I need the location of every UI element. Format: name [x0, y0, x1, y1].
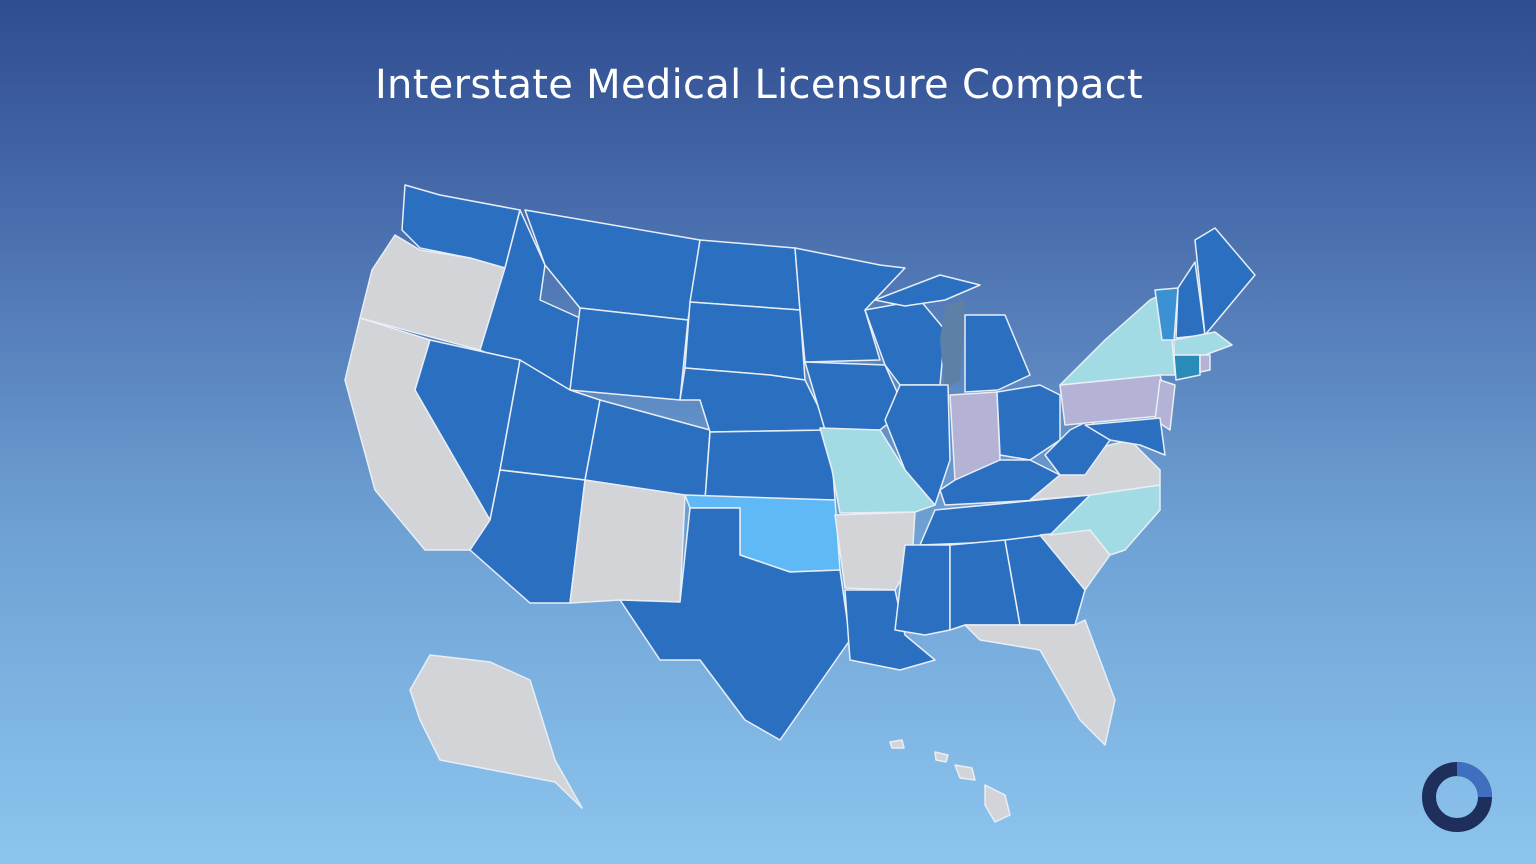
state	[889, 739, 905, 749]
state	[524, 209, 701, 321]
state	[939, 459, 1061, 506]
state	[619, 507, 851, 741]
state	[679, 367, 831, 433]
state	[964, 619, 1116, 746]
state	[1084, 417, 1166, 456]
state	[934, 751, 949, 763]
state	[964, 314, 1031, 393]
state	[1173, 331, 1233, 356]
logo	[1422, 762, 1492, 832]
state	[894, 544, 951, 636]
state	[1173, 354, 1201, 381]
state	[794, 247, 906, 363]
state	[1004, 534, 1086, 626]
state	[884, 384, 951, 506]
state	[569, 307, 689, 401]
state	[844, 589, 936, 671]
state	[874, 274, 981, 307]
state	[689, 239, 801, 311]
state	[954, 764, 976, 781]
state	[684, 301, 806, 381]
state	[819, 427, 936, 514]
state	[1199, 354, 1211, 373]
state	[569, 479, 686, 604]
title: Interstate Medical Licensure Compact	[374, 62, 1144, 108]
state	[409, 654, 583, 809]
state	[1194, 227, 1256, 336]
lake	[940, 300, 965, 390]
states	[344, 184, 1256, 823]
state	[704, 429, 836, 501]
state	[984, 784, 1011, 823]
